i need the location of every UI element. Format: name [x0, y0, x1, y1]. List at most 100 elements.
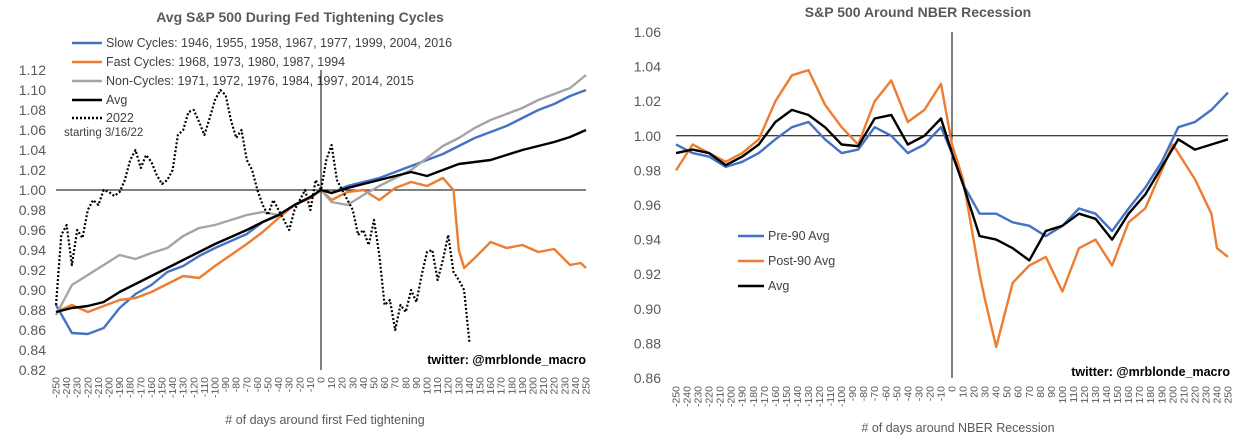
left-x-axis-label: # of days around first Fed tightening	[225, 413, 424, 427]
left-y-tick: 0.92	[19, 262, 46, 278]
left-x-tick: 100	[422, 377, 434, 395]
left-series-line-1	[55, 176, 587, 314]
right-series-line-2	[675, 108, 1229, 262]
right-x-tick: -190	[737, 386, 749, 407]
left-x-tick: 60	[379, 377, 391, 389]
legend-label-2022: 2022	[106, 111, 134, 125]
right-x-tick: 210	[1178, 386, 1190, 404]
right-x-tick: 150	[1112, 386, 1124, 404]
right-x-tick: 170	[1134, 386, 1146, 404]
right-x-tick: 140	[1101, 386, 1113, 404]
left-x-tick: -100	[210, 377, 222, 398]
left-x-tick: -160	[146, 377, 158, 398]
left-x-tick: 190	[517, 377, 529, 395]
left-x-tick: -220	[82, 377, 94, 398]
left-x-tick: -10	[305, 377, 317, 392]
right-x-tick: -20	[924, 386, 936, 401]
left-x-tick: 80	[400, 377, 412, 389]
left-x-tick: 250	[581, 377, 593, 395]
right-y-tick: 0.86	[634, 370, 661, 386]
right-x-tick: -210	[715, 386, 727, 407]
left-y-tick: 0.86	[19, 322, 46, 338]
right-x-tick: 70	[1024, 386, 1036, 398]
right-x-tick: -150	[781, 386, 793, 407]
left-x-tick: -200	[104, 377, 116, 398]
left-x-tick: 90	[411, 377, 423, 389]
right-x-tick: 80	[1035, 386, 1047, 398]
left-x-tick: -40	[273, 377, 285, 392]
right-x-tick: 50	[1002, 386, 1014, 398]
right-x-tick: -50	[891, 386, 903, 401]
right-x-tick: -220	[704, 386, 716, 407]
left-x-tick: 50	[369, 377, 381, 389]
left-x-tick: 160	[485, 377, 497, 395]
left-x-tick: 110	[432, 377, 444, 394]
left-x-tick: -180	[125, 377, 137, 398]
left-y-tick: 1.10	[19, 82, 46, 98]
left-x-tick: 230	[559, 377, 571, 395]
right-x-tick: 0	[947, 386, 959, 392]
left-x-tick: -30	[284, 377, 296, 392]
left-x-tick: 210	[538, 377, 550, 395]
right-series-line-1	[674, 68, 1229, 349]
left-series-line-3	[55, 128, 587, 314]
legend-label-avg: Avg	[106, 93, 127, 107]
left-x-tick: -190	[114, 377, 126, 398]
right-x-tick: -230	[693, 386, 705, 407]
right-y-tick: 0.98	[634, 162, 661, 178]
left-x-tick: -20	[294, 377, 306, 392]
right-chart-series	[674, 68, 1229, 349]
left-credit: twitter: @mrblonde_macro	[427, 353, 586, 367]
left-y-tick: 1.12	[19, 62, 46, 78]
right-x-tick: -30	[913, 386, 925, 401]
left-y-tick: 0.90	[19, 282, 46, 298]
left-x-tick: -130	[178, 377, 190, 398]
right-x-tick: 30	[980, 386, 992, 398]
right-y-tick: 0.94	[634, 232, 661, 248]
left-chart-series	[54, 74, 587, 343]
right-x-tick: -250	[671, 386, 683, 407]
right-x-tick: -110	[825, 386, 837, 406]
left-legend: Slow Cycles: 1946, 1955, 1958, 1967, 197…	[72, 36, 452, 125]
right-x-tick: -140	[792, 386, 804, 407]
left-x-tick: -110	[199, 377, 211, 397]
legend-label-post90: Post-90 Avg	[768, 254, 835, 268]
right-credit: twitter: @mrblonde_macro	[1071, 365, 1230, 379]
right-x-tick: -40	[902, 386, 914, 401]
left-y-tick: 0.82	[19, 362, 46, 378]
right-x-tick: -120	[814, 386, 826, 407]
left-y-tick: 1.06	[19, 122, 46, 138]
left-x-tick: 170	[496, 377, 508, 395]
right-y-tick: 1.04	[634, 59, 661, 75]
right-x-tick: 10	[958, 386, 970, 398]
left-x-tick: 10	[326, 377, 338, 389]
right-y-tick: 0.88	[634, 335, 661, 351]
left-x-tick: 0	[316, 377, 328, 383]
left-y-tick: 1.02	[19, 162, 46, 178]
right-y-tick: 0.90	[634, 301, 661, 317]
right-x-tick: 20	[969, 386, 981, 398]
left-x-tick: 130	[453, 377, 465, 395]
right-y-tick: 0.96	[634, 197, 661, 213]
right-x-tick: -80	[858, 386, 870, 401]
right-x-tick: 160	[1123, 386, 1135, 404]
left-x-tick: 120	[443, 377, 455, 395]
left-x-tick: -170	[135, 377, 147, 398]
left-x-tick: -60	[252, 377, 264, 392]
right-x-tick: -10	[935, 386, 947, 401]
right-chart-plot: 0.86 0.88 0.90 0.92 0.94 0.96 0.98 1.00 1.02 1.04…	[634, 24, 1235, 407]
right-x-tick: 250	[1223, 386, 1235, 404]
left-y-tick: 0.96	[19, 222, 46, 238]
left-y-tick: 0.94	[19, 242, 46, 258]
right-x-tick: -90	[847, 386, 859, 401]
legend-label-avg-right: Avg	[768, 279, 789, 293]
right-x-tick: 230	[1200, 386, 1212, 404]
right-x-tick: -200	[726, 386, 738, 407]
right-y-tick: 1.02	[634, 93, 661, 109]
legend-label-slow: Slow Cycles: 1946, 1955, 1958, 1967, 197…	[106, 36, 452, 50]
right-x-tick: -100	[836, 386, 848, 407]
left-x-tick: 200	[528, 377, 540, 395]
right-x-tick: 120	[1079, 386, 1091, 404]
right-x-tick: -70	[869, 386, 881, 401]
left-x-tick: -80	[231, 377, 243, 392]
